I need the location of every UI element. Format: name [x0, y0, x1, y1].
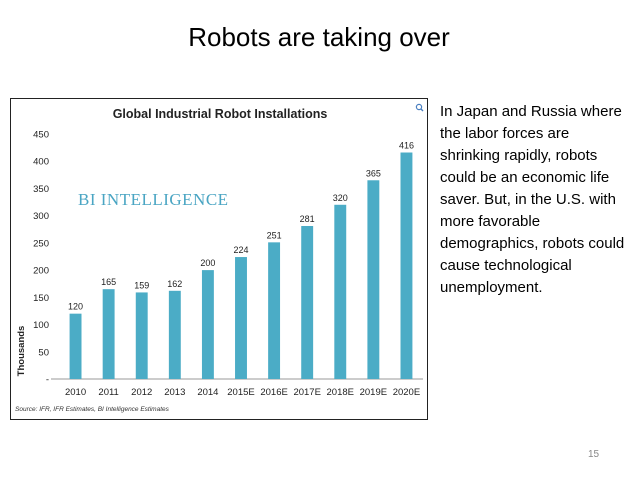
y-tick-label: 350 [33, 184, 49, 195]
y-tick-label: 400 [33, 157, 49, 168]
bar-value-label: 416 [399, 141, 414, 151]
bar [235, 257, 247, 379]
y-tick-label: 250 [33, 238, 49, 249]
value-labels: 120 165 159 162 200 224 251 281 320 365 416 [68, 141, 414, 312]
slide-title: Robots are taking over [188, 22, 450, 52]
x-tick-label: 2012 [131, 387, 152, 398]
x-tick-label: 2015E [227, 387, 254, 398]
bar [367, 180, 380, 379]
bar [301, 226, 314, 379]
bar-value-label: 320 [333, 193, 348, 203]
bar-value-label: 159 [134, 280, 149, 290]
bar [69, 313, 82, 379]
x-tick-label: 2010 [65, 387, 86, 398]
chart-source: Source: IFR, IFR Estimates, BI Intellige… [15, 406, 170, 413]
bar-value-label: 281 [300, 214, 315, 224]
bar [135, 292, 148, 379]
x-tick-label: 2019E [360, 387, 387, 398]
x-tick-label: 2018E [327, 387, 354, 398]
y-tick-label: - [46, 375, 49, 386]
bar-value-label: 251 [267, 230, 282, 240]
bar [201, 270, 214, 379]
bar-value-label: 224 [233, 245, 248, 255]
x-tick-label: 2016E [260, 387, 287, 398]
bar-value-label: 120 [68, 302, 83, 312]
x-tick-label: 2020E [393, 387, 420, 398]
y-ticks: - 50 100 150 200 250 300 350 400 450 [33, 130, 49, 386]
chart-frame: Global Industrial Robot Installations BI… [10, 98, 428, 420]
bar [334, 204, 347, 379]
side-text: In Japan and Russia where the labor forc… [440, 103, 625, 296]
bar-value-label: 365 [366, 168, 381, 178]
bar [102, 289, 115, 379]
zoom-icon [415, 103, 424, 112]
bar-chart: Global Industrial Robot Installations BI… [15, 103, 424, 413]
x-tick-label: 2011 [98, 387, 118, 398]
x-tick-label: 2013 [164, 387, 185, 398]
bi-intelligence-watermark: BI INTELLIGENCE [78, 190, 229, 209]
y-tick-label: 100 [33, 320, 49, 331]
bar [268, 242, 281, 379]
bar [168, 290, 181, 379]
y-tick-label: 50 [38, 347, 49, 358]
bar [400, 152, 413, 379]
y-tick-label: 450 [33, 130, 49, 141]
y-tick-label: 200 [33, 266, 49, 277]
y-tick-label: 150 [33, 293, 49, 304]
bar-value-label: 165 [101, 277, 116, 287]
bar-value-label: 162 [167, 279, 182, 289]
x-tick-label: 2014 [197, 387, 218, 398]
y-tick-label: 300 [33, 211, 49, 222]
y-axis-label: Thousands [16, 326, 27, 377]
x-tick-label: 2017E [293, 387, 320, 398]
page-number: 15 [588, 449, 600, 460]
bar-value-label: 200 [200, 258, 215, 268]
chart-title: Global Industrial Robot Installations [113, 107, 328, 121]
bars [69, 152, 413, 379]
x-ticks: 2010 2011 2012 2013 2014 2015E 2016E 2017E 2018E… [65, 387, 420, 398]
